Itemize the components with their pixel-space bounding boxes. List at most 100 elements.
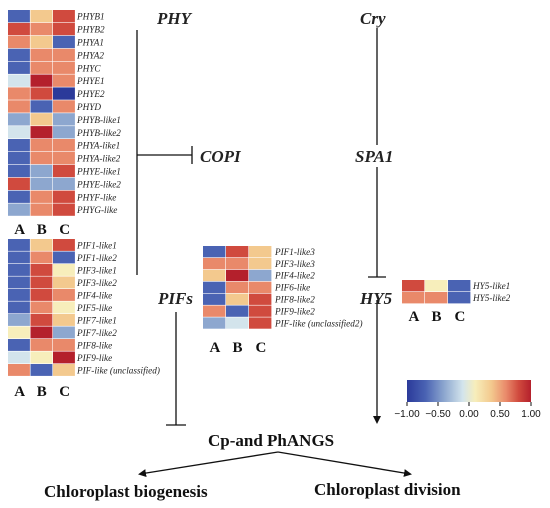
pif-mid-cell [226, 293, 249, 305]
phy-cell [8, 74, 30, 87]
phy-cell [30, 61, 53, 74]
phy-cell [30, 48, 53, 61]
pif-gene-label: PIF9-like [76, 353, 112, 363]
pif-mid-cell [249, 317, 272, 329]
pif-mid-cell [249, 281, 272, 293]
pif-gene-label: PIF3-like2 [76, 278, 117, 288]
hy5-cell [448, 292, 471, 304]
pif-column-label: A [14, 384, 25, 400]
pif-cell [30, 264, 53, 276]
pif-mid-cell [226, 269, 249, 282]
pif-mid-cell [203, 281, 226, 293]
phy-cell [53, 203, 75, 216]
pif-mid-cell [226, 246, 249, 258]
phy-gene-label: PHYA1 [76, 37, 104, 47]
pif-mid-gene-label: PIF4-like2 [274, 271, 315, 281]
pif-mid-gene-label: PIF8-like2 [274, 295, 315, 305]
node-hy5: HY5 [359, 289, 393, 308]
pif-column-label: C [59, 384, 70, 400]
pif-cell [53, 289, 75, 301]
phy-cell [30, 139, 53, 152]
pif-mid-cell [226, 317, 249, 329]
phy-cell [30, 113, 53, 126]
pif-mid-cell [203, 317, 226, 329]
pif-mid-gene-label: PIF-like (unclassified2) [274, 318, 363, 328]
pif-cell [30, 301, 53, 314]
phy-cell [53, 151, 75, 165]
phy-cell [30, 35, 53, 49]
pif-cell [30, 326, 53, 339]
pif-mid-gene-label: PIF1-like3 [274, 247, 315, 257]
phy-cell [8, 48, 30, 61]
phy-cell [8, 126, 30, 139]
legend-tick-label: −1.00 [394, 409, 420, 420]
pif-cell [8, 364, 30, 376]
hy5-gene-label: HY5-like2 [472, 293, 511, 303]
node-target: Cp-and PhANGS [208, 431, 334, 450]
phy-gene-label: PHYB1 [76, 12, 105, 22]
pif-gene-label: PIF3-like1 [76, 265, 117, 275]
phy-column-label: A [14, 222, 25, 238]
pif-cell [8, 289, 30, 301]
phy-gene-label: PHYB2 [76, 25, 105, 35]
pif-mid-column-label: A [210, 340, 221, 356]
phy-cell [8, 151, 30, 165]
pif-gene-label: PIF8-like [76, 340, 112, 350]
phy-cell [8, 100, 30, 113]
phy-cell [53, 190, 75, 203]
phy-cell [53, 113, 75, 126]
phy-gene-label: PHYC [76, 63, 101, 73]
phy-cell [8, 35, 30, 49]
pif-mid-cell [226, 305, 249, 317]
phy-cell [30, 126, 53, 139]
phy-cell [53, 48, 75, 61]
phy-cell [8, 139, 30, 152]
phy-gene-label: PHYE1 [76, 76, 105, 86]
phy-gene-label: PHYE2 [76, 89, 105, 99]
node-copi: COPI [200, 147, 242, 166]
pif-mid-cell [203, 293, 226, 305]
phy-cell [8, 10, 30, 23]
phy-gene-label: PHYB-like1 [76, 115, 121, 125]
pif-cell [53, 351, 75, 364]
pif-cell [30, 364, 53, 376]
pif-mid-cell [249, 246, 272, 258]
pif-mid-cell [226, 257, 249, 270]
pif-mid-cell [203, 305, 226, 317]
phy-gene-label: PHYG-like [76, 205, 117, 215]
phy-cell [8, 177, 30, 190]
pif-gene-label: PIF7-like2 [76, 328, 117, 338]
pif-cell [8, 314, 30, 326]
pif-cell [30, 351, 53, 364]
pif-mid-cell [203, 269, 226, 282]
phy-cell [53, 35, 75, 49]
pif-cell [8, 301, 30, 314]
heatmap-pif-mid: PIF1-like3 PIF3-like3 PIF4-like2 PIF6-like P… [203, 246, 363, 356]
phy-gene-label: PHYA-like2 [76, 154, 121, 164]
phy-cell [53, 100, 75, 113]
heatmap-pif: PIF1-like1 PIF1-like2 PIF3-like1 PIF3-like2… [8, 239, 160, 400]
pif-cell [8, 276, 30, 289]
phy-gene-label: PHYD [76, 102, 101, 112]
phy-cell [53, 22, 75, 36]
phy-cell [8, 87, 30, 100]
pif-cell [8, 239, 30, 251]
pif-gene-label: PIF1-like2 [76, 253, 117, 263]
phy-column-label: B [37, 222, 47, 238]
phy-cell [8, 203, 30, 216]
phy-cell [30, 164, 53, 178]
pif-cell [8, 326, 30, 339]
node-pifs: PIFs [157, 289, 193, 308]
heatmap-hy5: HY5-like1 HY5-like2 A B C [402, 280, 511, 325]
hy5-gene-label: HY5-like1 [472, 281, 510, 291]
pif-mid-column-label: B [233, 340, 243, 356]
phy-cell [53, 87, 75, 100]
legend-ticks: −1.00 −0.50 0.00 0.50 1.00 [394, 402, 541, 420]
phy-cell [30, 100, 53, 113]
legend-tick-label: 1.00 [521, 409, 541, 420]
pif-mid-cell [203, 246, 226, 258]
phy-cell [53, 177, 75, 190]
phy-gene-label: PHYA-like1 [76, 141, 120, 151]
node-spa1: SPA1 [355, 147, 393, 166]
phy-cell [30, 74, 53, 87]
